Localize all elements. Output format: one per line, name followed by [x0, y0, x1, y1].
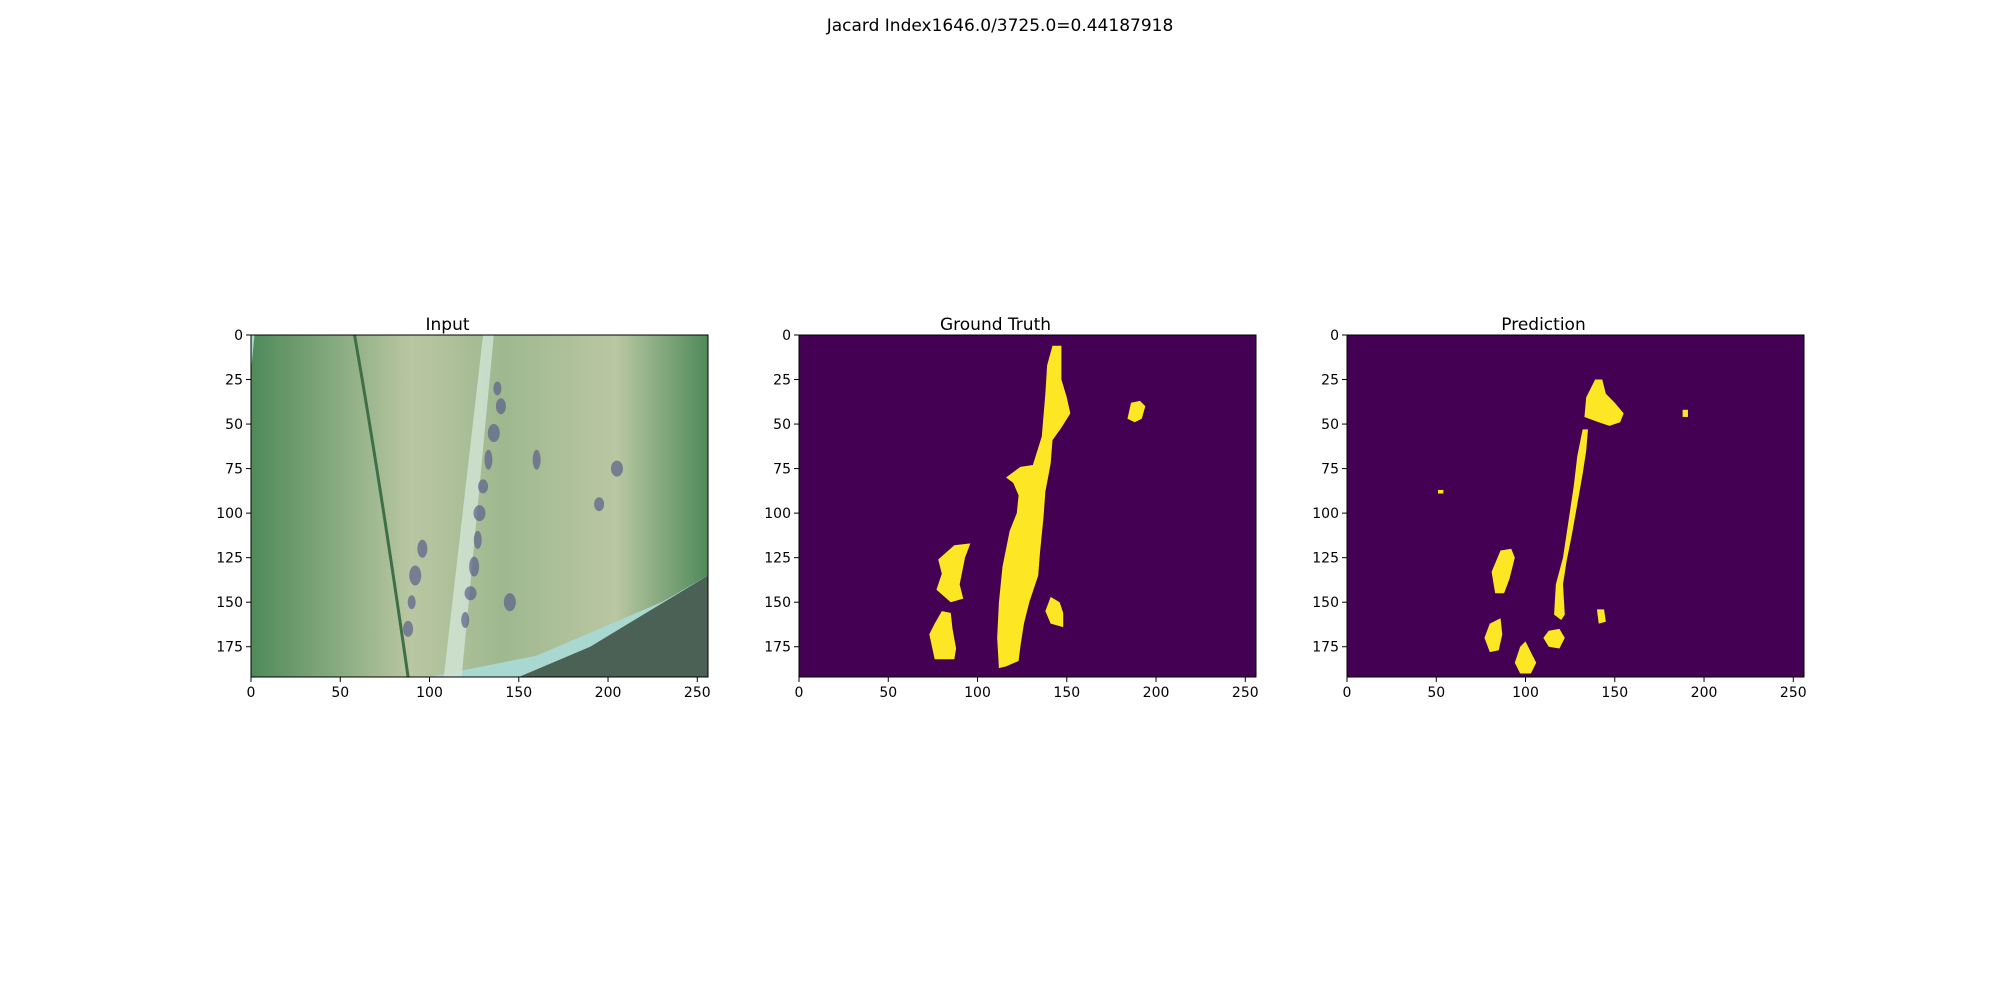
mask-region — [1514, 641, 1537, 674]
mask-region — [1127, 400, 1146, 423]
x-tick-label: 150 — [1601, 685, 1628, 701]
lesion-spot — [484, 449, 493, 470]
mask-region — [1554, 429, 1588, 620]
mask-region — [1484, 618, 1503, 653]
panel-title: Ground Truth — [939, 315, 1052, 335]
axes-frame — [1346, 334, 1805, 678]
y-tick-label: 150 — [216, 595, 243, 611]
mask-region — [1682, 409, 1688, 417]
panel-title: Prediction — [1501, 315, 1586, 335]
y-tick-label: 175 — [764, 640, 791, 656]
mask-region — [1584, 379, 1624, 426]
y-tick-label: 75 — [1321, 462, 1339, 478]
y-tick-label: 50 — [773, 417, 791, 433]
y-tick-label: 100 — [764, 506, 791, 522]
lesion-spot — [473, 530, 482, 549]
mask-region — [936, 543, 971, 603]
x-tick-label: 100 — [416, 685, 443, 701]
x-tick-label: 50 — [331, 685, 349, 701]
y-tick-label: 25 — [225, 373, 243, 389]
y-tick-label: 0 — [1330, 328, 1339, 344]
y-tick-label: 0 — [234, 328, 243, 344]
lesion-spot — [493, 381, 502, 396]
y-tick-label: 75 — [773, 462, 791, 478]
y-tick-label: 150 — [1312, 595, 1339, 611]
lesion-spot — [407, 595, 416, 610]
lesion-spot — [461, 612, 470, 628]
y-tick-label: 75 — [225, 462, 243, 478]
mask-region — [1543, 628, 1565, 649]
lesion-spot — [417, 539, 428, 558]
y-tick-label: 150 — [764, 595, 791, 611]
x-tick-label: 150 — [505, 685, 532, 701]
axes-ground-truth: 0 50 100 150 200 250 0 25 50 75 100 125 150 175 — [764, 328, 1258, 701]
x-tick-label: 0 — [247, 685, 256, 701]
plot-area — [799, 335, 1256, 677]
x-tick-label: 0 — [1343, 685, 1352, 701]
y-tick-label: 0 — [782, 328, 791, 344]
lesion-spot — [532, 449, 541, 470]
leaf-midrib — [443, 335, 494, 677]
y-tick-label: 50 — [225, 417, 243, 433]
x-tick-label: 50 — [879, 685, 897, 701]
y-tick-label: 100 — [1312, 506, 1339, 522]
leaf-fold — [353, 334, 410, 678]
y-tick-label: 125 — [216, 551, 243, 567]
plot-area — [251, 334, 708, 678]
panel-prediction: Prediction 0 50 100 150 200 250 0 25 50 75 100 125 1… — [1296, 315, 1806, 715]
lesion-spot — [594, 497, 605, 512]
lesion-spot — [503, 593, 516, 612]
y-tick-label: 100 — [216, 506, 243, 522]
x-tick-label: 200 — [1691, 685, 1718, 701]
mask-region — [1596, 609, 1606, 624]
y-tick-label: 125 — [764, 551, 791, 567]
x-tick-label: 250 — [1780, 685, 1807, 701]
mask-region — [1491, 548, 1515, 594]
background-foliage-dark — [518, 575, 708, 677]
x-tick-label: 250 — [684, 685, 711, 701]
y-tick-label: 175 — [216, 640, 243, 656]
x-tick-label: 50 — [1427, 685, 1445, 701]
axes-frame — [250, 334, 709, 678]
figure-suptitle: Jacard Index1646.0/3725.0=0.44187918 — [826, 16, 1174, 36]
panel-ground-truth: Ground Truth 0 50 100 150 200 250 0 25 50 75 100 12… — [748, 315, 1258, 715]
axes-prediction: 0 50 100 150 200 250 0 25 50 75 100 125 150 175 — [1312, 328, 1806, 701]
mask-region — [929, 611, 957, 660]
x-tick-label: 200 — [595, 685, 622, 701]
lesion-spot — [610, 460, 623, 477]
y-tick-label: 25 — [773, 373, 791, 389]
mask-region — [1438, 489, 1444, 494]
axes-input: 0 50 100 150 200 250 0 25 50 75 100 125 150 175 — [216, 328, 710, 701]
panel-title: Input — [425, 315, 470, 335]
x-tick-label: 250 — [1232, 685, 1259, 701]
x-tick-label: 100 — [1512, 685, 1539, 701]
lesion-spot — [464, 586, 477, 601]
lesion-spot — [495, 398, 506, 415]
x-tick-label: 200 — [1143, 685, 1170, 701]
lesion-spot — [478, 479, 489, 494]
mask-region — [997, 345, 1071, 669]
lesion-spot — [487, 423, 500, 442]
lesion-spot — [473, 505, 486, 522]
lesion-spot — [469, 556, 480, 577]
mask-region — [1045, 596, 1064, 628]
y-tick-label: 175 — [1312, 640, 1339, 656]
panel-input: Input 0 50 100 150 200 250 0 25 50 75 100 125 150 175 — [200, 315, 710, 715]
y-tick-label: 25 — [1321, 373, 1339, 389]
x-tick-label: 0 — [795, 685, 804, 701]
x-tick-label: 150 — [1053, 685, 1080, 701]
plot-area — [1347, 335, 1804, 677]
x-tick-label: 100 — [964, 685, 991, 701]
lesion-spot — [409, 565, 422, 586]
y-tick-label: 125 — [1312, 551, 1339, 567]
y-tick-label: 50 — [1321, 417, 1339, 433]
axes-frame — [798, 334, 1257, 678]
lesion-spot — [403, 620, 414, 637]
